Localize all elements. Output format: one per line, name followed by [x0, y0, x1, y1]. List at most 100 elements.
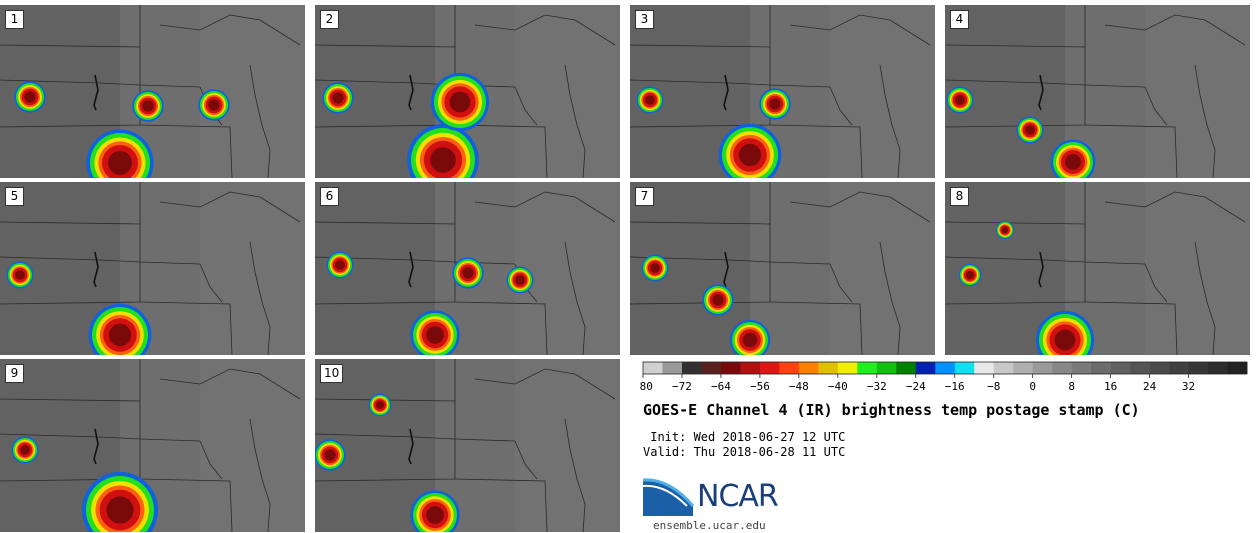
panel-number: 4: [950, 10, 969, 29]
colorbar-swatch: [1110, 362, 1131, 374]
colorbar-swatch: [1208, 362, 1228, 374]
colorbar-swatch: [1149, 362, 1170, 374]
map-panel-1: 1: [0, 5, 305, 178]
colorbar-swatch: [1169, 362, 1189, 374]
colorbar-tick-label: −24: [906, 380, 926, 393]
site-url: ensemble.ucar.edu: [653, 519, 766, 532]
colorbar-swatch: [779, 362, 800, 374]
satellite-map: [0, 359, 305, 532]
satellite-map: [0, 5, 305, 178]
colorbar-swatch: [759, 362, 780, 374]
storm-cell: [1016, 116, 1044, 144]
colorbar-swatch: [993, 362, 1014, 374]
storm-cell: [1050, 139, 1096, 178]
colorbar-swatch: [1091, 362, 1111, 374]
storm-cell: [407, 124, 479, 178]
storm-cell: [11, 436, 39, 464]
colorbar-swatch: [681, 362, 702, 374]
storm-cell: [718, 123, 782, 178]
storm-cell: [410, 490, 460, 532]
colorbar-swatch: [896, 362, 917, 374]
colorbar-swatch: [701, 362, 722, 374]
colorbar-tick-label: 16: [1104, 380, 1117, 393]
storm-cell: [6, 261, 34, 289]
colorbar-tick-label: −16: [945, 380, 965, 393]
storm-cell: [958, 263, 982, 287]
colorbar-swatch: [974, 362, 995, 374]
satellite-map: [945, 182, 1250, 355]
colorbar-swatch: [837, 362, 858, 374]
panel-number: 5: [5, 187, 24, 206]
ncar-logo-text: NCAR: [697, 479, 779, 514]
colorbar-tick-label: −72: [672, 380, 692, 393]
map-panel-7: 7: [630, 182, 935, 355]
storm-cell: [946, 86, 974, 114]
panel-number: 3: [635, 10, 654, 29]
colorbar-tick-label: −64: [711, 380, 731, 393]
colorbar-swatch: [876, 362, 897, 374]
storm-cell: [729, 319, 771, 355]
storm-cell: [702, 284, 734, 316]
panel-number: 8: [950, 187, 969, 206]
colorbar-swatch: [798, 362, 819, 374]
storm-cell: [322, 82, 354, 114]
panel-number: 7: [635, 187, 654, 206]
valid-time: Valid: Thu 2018-06-28 11 UTC: [643, 445, 846, 459]
storm-cell: [81, 471, 159, 532]
colorbar-tick-label: −80: [640, 380, 653, 393]
colorbar-swatch: [935, 362, 956, 374]
map-panel-8: 8: [945, 182, 1250, 355]
colorbar-swatch: [1071, 362, 1092, 374]
colorbar-swatch: [1013, 362, 1033, 374]
colorbar-tick-label: 24: [1143, 380, 1157, 393]
panel-number: 6: [320, 187, 339, 206]
ncar-logo-icon: [642, 478, 695, 516]
map-panel-9: 9: [0, 359, 305, 532]
colorbar-swatch: [662, 362, 683, 374]
storm-cell: [430, 72, 490, 132]
storm-cell: [14, 81, 46, 113]
storm-cell: [506, 266, 534, 294]
map-panel-4: 4: [945, 5, 1250, 178]
colorbar-tick-label: −8: [987, 380, 1000, 393]
satellite-map: [315, 182, 620, 355]
panel-number: 9: [5, 364, 24, 383]
ncar-logo: NCAR: [642, 476, 803, 516]
map-panel-2: 2: [315, 5, 620, 178]
colorbar-tick-label: −40: [828, 380, 848, 393]
colorbar-swatch: [643, 362, 663, 374]
map-panel-10: 10: [315, 359, 620, 532]
colorbar-swatch: [1052, 362, 1072, 374]
satellite-map: [315, 5, 620, 178]
storm-cell: [315, 439, 346, 471]
colorbar-tick-label: 32: [1182, 380, 1195, 393]
satellite-map: [630, 5, 935, 178]
storm-cell: [198, 89, 230, 121]
storm-cell: [368, 393, 392, 417]
map-panel-5: 5: [0, 182, 305, 355]
colorbar-swatch: [954, 362, 975, 374]
storm-cell: [88, 303, 152, 355]
satellite-map: [315, 359, 620, 532]
colorbar-swatch: [720, 362, 741, 374]
colorbar-swatch: [740, 362, 761, 374]
colorbar-swatch: [1032, 362, 1053, 374]
satellite-map: [0, 182, 305, 355]
storm-cell: [996, 221, 1014, 239]
colorbar-swatch: [915, 362, 936, 374]
colorbar-swatch: [1188, 362, 1209, 374]
storm-cell: [410, 310, 460, 355]
colorbar-tick-label: −48: [789, 380, 809, 393]
colorbar-swatch: [1130, 362, 1150, 374]
storm-cell: [759, 88, 791, 120]
satellite-map: [630, 182, 935, 355]
panel-number: 2: [320, 10, 339, 29]
colorbar-tick-label: −56: [750, 380, 770, 393]
colorbar-swatch: [1227, 362, 1248, 374]
colorbar-swatch: [818, 362, 839, 374]
storm-cell: [132, 90, 164, 122]
colorbar-tick-label: 8: [1068, 380, 1075, 393]
map-panel-6: 6: [315, 182, 620, 355]
satellite-map: [945, 5, 1250, 178]
